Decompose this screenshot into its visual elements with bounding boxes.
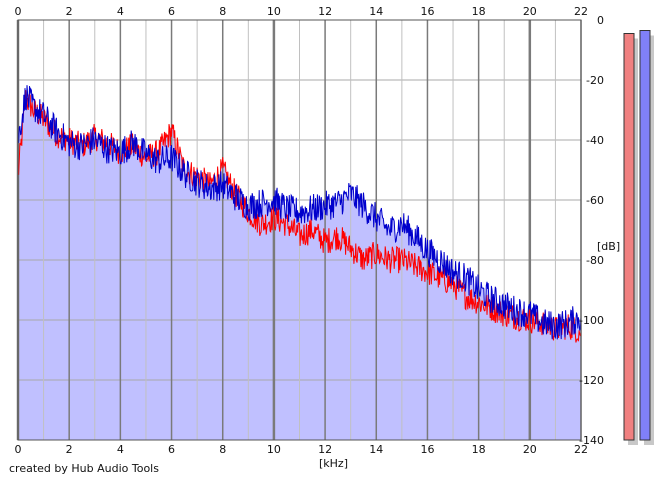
x-tick-bottom-2: 4	[117, 443, 124, 456]
x-tick-top-2: 4	[117, 5, 124, 18]
y-tick-4: -80	[586, 254, 604, 267]
x-tick-bottom-3: 6	[168, 443, 175, 456]
x-tick-bottom-0: 0	[15, 443, 22, 456]
x-tick-bottom-11: 22	[574, 443, 588, 456]
x-tick-top-9: 18	[472, 5, 486, 18]
x-tick-top-0: 0	[15, 5, 22, 18]
x-tick-bottom-6: 12	[318, 443, 332, 456]
level-meter-1	[639, 30, 651, 441]
x-tick-top-5: 10	[267, 5, 281, 18]
x-axis-label: [kHz]	[319, 457, 348, 470]
x-tick-top-11: 22	[574, 5, 588, 18]
y-tick-0: 0	[597, 14, 604, 27]
credit-text: created by Hub Audio Tools	[9, 462, 159, 475]
x-tick-top-4: 8	[219, 5, 226, 18]
x-tick-top-7: 14	[369, 5, 383, 18]
y-tick-5: -100	[579, 314, 604, 327]
x-tick-top-8: 16	[420, 5, 434, 18]
y-tick-1: -20	[586, 74, 604, 87]
y-tick-7: -140	[579, 434, 604, 447]
x-tick-bottom-4: 8	[219, 443, 226, 456]
y-axis-label: [dB]	[597, 240, 621, 253]
x-tick-top-1: 2	[66, 5, 73, 18]
x-tick-bottom-1: 2	[66, 443, 73, 456]
y-tick-3: -60	[586, 194, 604, 207]
y-tick-6: -120	[579, 374, 604, 387]
x-tick-top-10: 20	[523, 5, 537, 18]
x-tick-bottom-7: 14	[369, 443, 383, 456]
x-tick-top-6: 12	[318, 5, 332, 18]
x-tick-bottom-8: 16	[420, 443, 434, 456]
series-line-1	[17, 85, 582, 340]
x-tick-bottom-5: 10	[267, 443, 281, 456]
y-tick-2: -40	[586, 134, 604, 147]
plot-border	[17, 19, 582, 441]
x-tick-top-3: 6	[168, 5, 175, 18]
x-tick-bottom-10: 20	[523, 443, 537, 456]
x-tick-bottom-9: 18	[472, 443, 486, 456]
level-meter-0	[623, 33, 635, 441]
